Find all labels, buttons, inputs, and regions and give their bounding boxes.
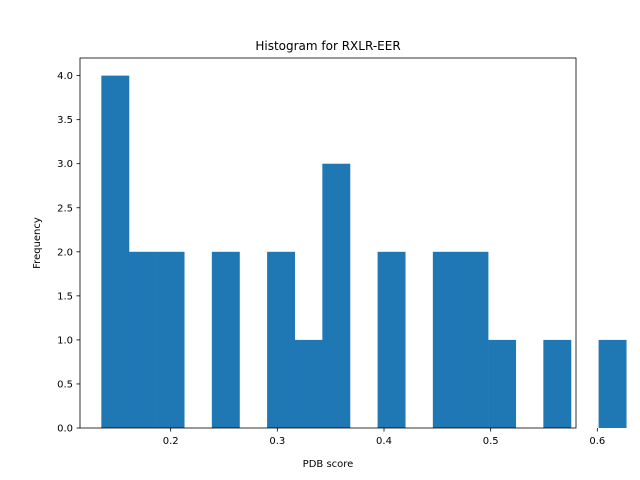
y-tick-label: 0.5 — [57, 379, 73, 390]
histogram-bar — [460, 251, 489, 428]
y-tick-label: 3.0 — [57, 159, 73, 170]
x-tick-label: 0.2 — [163, 436, 179, 447]
histogram-bar — [267, 251, 296, 428]
chart-title: Histogram for RXLR-EER — [255, 39, 400, 53]
histogram-bar — [156, 251, 185, 428]
y-tick-label: 4.0 — [57, 71, 73, 82]
y-tick-label: 1.5 — [57, 291, 73, 302]
y-tick-label: 2.5 — [57, 203, 73, 214]
histogram-bar — [432, 251, 461, 428]
x-axis-label: PDB score — [303, 459, 354, 470]
x-tick-label: 0.3 — [269, 436, 285, 447]
histogram-bar — [128, 251, 157, 428]
y-tick-label: 3.5 — [57, 115, 73, 126]
histogram-bar — [543, 339, 572, 428]
x-tick-label: 0.4 — [376, 436, 392, 447]
histogram-bar — [488, 339, 517, 428]
x-tick-label: 0.6 — [589, 436, 605, 447]
y-tick-label: 1.0 — [57, 335, 73, 346]
histogram-bar — [377, 251, 406, 428]
plot-frame — [79, 57, 577, 429]
y-axis-ticks: 0.0 0.5 1.0 1.5 2.0 2.5 3.0 3.5 4.0 — [57, 71, 80, 435]
histogram-bar — [598, 339, 627, 428]
y-tick-label: 0.0 — [57, 424, 73, 435]
histogram-bar — [101, 75, 130, 429]
bars-group — [101, 75, 627, 429]
y-axis-label: Frequency — [32, 217, 43, 269]
y-tick-label: 2.0 — [57, 247, 73, 258]
histogram-bar — [294, 339, 323, 428]
x-tick-label: 0.5 — [483, 436, 499, 447]
histogram-bar — [211, 251, 240, 428]
histogram-bar — [322, 163, 351, 428]
x-axis-ticks: 0.2 0.3 0.4 0.5 0.6 — [163, 428, 605, 447]
